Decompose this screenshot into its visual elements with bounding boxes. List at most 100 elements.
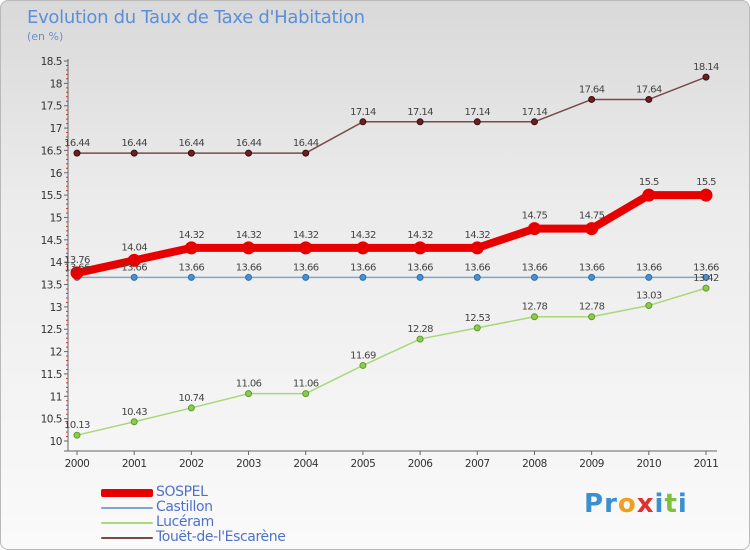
x-tick-label: 2011 xyxy=(694,458,719,470)
legend-item: Castillon xyxy=(101,500,285,515)
y-tick-label: 15 xyxy=(50,212,62,224)
series-point-3 xyxy=(187,149,195,157)
series-point-0 xyxy=(642,188,656,202)
series-point-0 xyxy=(242,241,256,255)
series-point-0 xyxy=(413,241,427,255)
series-point-3 xyxy=(302,149,310,157)
chart-unit-label: (en %) xyxy=(27,30,64,43)
x-tick-label: 2000 xyxy=(65,458,90,470)
legend-label: Lucéram xyxy=(156,514,214,530)
legend-label: Touët-de-l'Escarène xyxy=(156,529,286,545)
data-label-0: 14.32 xyxy=(350,230,376,241)
chart-legend: SOSPEL Castillon Lucéram Touët-de-l'Escarèn… xyxy=(101,485,286,545)
data-label-2: 11.06 xyxy=(293,379,319,390)
data-label-1: 13.66 xyxy=(579,262,605,273)
series-point-2 xyxy=(588,313,596,321)
series-point-2 xyxy=(702,284,710,292)
data-label-3: 17.14 xyxy=(522,107,548,118)
y-tick-label: 12 xyxy=(50,347,62,359)
data-label-2: 12.78 xyxy=(522,302,548,313)
series-point-3 xyxy=(73,149,81,157)
data-label-0: 14.75 xyxy=(579,211,605,222)
data-label-3: 18.14 xyxy=(693,62,719,73)
series-point-3 xyxy=(130,149,138,157)
legend-item: Lucéram xyxy=(101,515,285,530)
legend-swatch xyxy=(101,506,153,509)
logo-letter: x xyxy=(636,489,655,519)
y-tick-label: 15.5 xyxy=(41,190,62,202)
series-point-2 xyxy=(359,361,367,369)
y-tick-label: 18 xyxy=(50,78,62,90)
logo-letter: r xyxy=(604,489,618,519)
logo-letter: i xyxy=(677,489,688,519)
chart-title: Evolution du Taux de Taxe d'Habitation xyxy=(27,7,365,28)
data-label-2: 12.28 xyxy=(407,324,433,335)
series-point-2 xyxy=(473,324,481,332)
y-tick-label: 12.5 xyxy=(41,324,62,336)
data-label-0: 14.32 xyxy=(464,230,490,241)
y-tick-label: 14 xyxy=(50,257,63,269)
series-line-0 xyxy=(73,191,710,277)
series-point-3 xyxy=(645,95,653,103)
x-tick-label: 2007 xyxy=(465,458,490,470)
data-label-3: 16.44 xyxy=(236,138,262,149)
y-tick-label: 13 xyxy=(50,302,62,314)
data-label-3: 17.14 xyxy=(464,107,490,118)
data-label-3: 17.14 xyxy=(350,107,376,118)
data-label-0: 15.5 xyxy=(639,177,659,188)
series-point-0 xyxy=(70,266,84,280)
legend-item: SOSPEL xyxy=(101,485,285,500)
series-point-0 xyxy=(299,241,313,255)
series-point-3 xyxy=(702,73,710,81)
x-tick-label: 2004 xyxy=(293,458,319,470)
series-point-1 xyxy=(130,273,138,281)
legend-swatch xyxy=(101,488,153,497)
data-label-1: 13.66 xyxy=(236,262,262,273)
legend-swatch xyxy=(101,536,153,539)
x-tick-label: 2001 xyxy=(122,458,147,470)
data-label-3: 16.44 xyxy=(64,138,90,149)
series-point-2 xyxy=(302,390,310,398)
series-point-0 xyxy=(699,188,713,202)
series-point-1 xyxy=(359,273,367,281)
logo-letter: i xyxy=(654,489,665,519)
data-label-0: 13.76 xyxy=(64,255,90,266)
series-point-3 xyxy=(530,118,538,126)
series-point-2 xyxy=(645,302,653,310)
legend-swatch xyxy=(101,521,153,524)
series-point-3 xyxy=(416,118,424,126)
series-line-2 xyxy=(76,287,707,436)
data-label-3: 16.44 xyxy=(121,138,147,149)
series-line-3 xyxy=(76,76,707,154)
series-point-0 xyxy=(184,241,198,255)
series-point-3 xyxy=(359,118,367,126)
data-label-3: 16.44 xyxy=(293,138,319,149)
series-point-2 xyxy=(416,335,424,343)
series-point-0 xyxy=(356,241,370,255)
logo-letter: o xyxy=(617,489,637,519)
y-tick-label: 13.5 xyxy=(41,280,62,292)
series-point-0 xyxy=(470,241,484,255)
data-label-0: 15.5 xyxy=(696,177,716,188)
data-label-1: 13.66 xyxy=(693,262,719,273)
y-tick-label: 16.5 xyxy=(41,145,62,157)
data-label-2: 10.74 xyxy=(179,393,205,404)
y-tick-label: 17.5 xyxy=(41,101,62,113)
x-tick-label: 2008 xyxy=(522,458,547,470)
data-label-3: 17.64 xyxy=(579,84,605,95)
series-point-2 xyxy=(73,431,81,439)
y-tick-label: 11 xyxy=(50,391,62,403)
legend-label: Castillon xyxy=(156,499,213,515)
data-label-2: 12.53 xyxy=(464,313,490,324)
series-point-2 xyxy=(187,404,195,412)
x-tick-label: 2010 xyxy=(636,458,661,470)
data-label-1: 13.66 xyxy=(407,262,433,273)
data-label-3: 16.44 xyxy=(179,138,205,149)
data-label-0: 14.04 xyxy=(121,242,147,253)
series-point-0 xyxy=(527,222,541,236)
data-label-1: 13.66 xyxy=(179,262,205,273)
data-label-2: 13.42 xyxy=(693,273,719,284)
x-tick-label: 2005 xyxy=(351,458,376,470)
data-label-0: 14.75 xyxy=(522,211,548,222)
